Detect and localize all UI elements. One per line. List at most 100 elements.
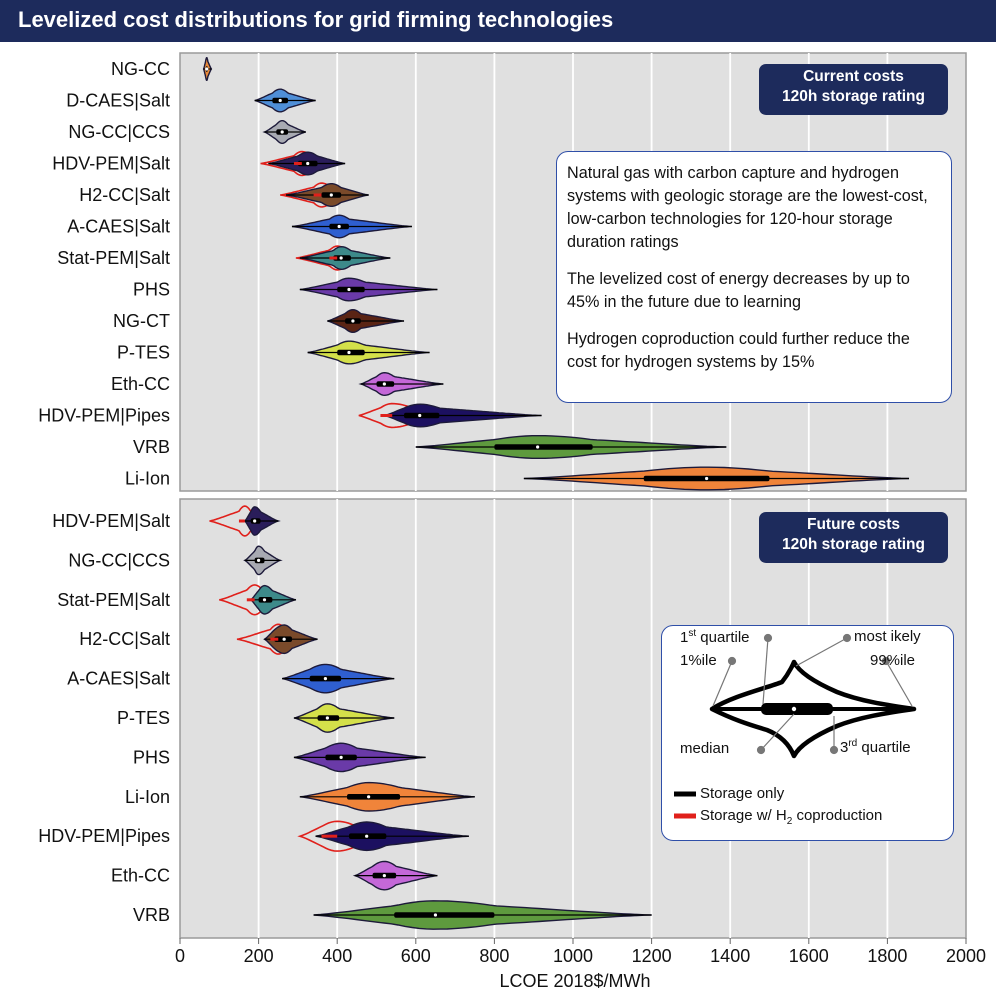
future-costs-line2: 120h storage rating xyxy=(782,536,925,553)
legend-storage-h2-label: Storage w/ H2 coproduction xyxy=(700,807,883,827)
x-tick-label: 1600 xyxy=(789,946,829,966)
current-li-ion-label: Li-Ion xyxy=(125,469,170,489)
future-p-tes-label: P-TES xyxy=(117,708,170,728)
legend-schematic xyxy=(674,633,917,819)
future-stat-pem-salt-h2-iqr xyxy=(246,598,255,602)
x-tick-label: 0 xyxy=(175,946,185,966)
current-eth-cc-label: Eth-CC xyxy=(111,374,170,394)
future-hdv-pem-salt-label: HDV-PEM|Salt xyxy=(52,511,170,531)
x-axis-label: LCOE 2018$/MWh xyxy=(499,971,650,991)
future-a-caes-salt-median xyxy=(323,677,328,681)
legend-box: 1st quartile most ikely 1%ile 99%ile med… xyxy=(661,625,954,841)
legend-q3-label: 3rd quartile xyxy=(840,738,911,756)
current-h2-cc-salt-median xyxy=(329,193,333,197)
current-phs-label: PHS xyxy=(133,280,170,300)
current-hdv-pem-pipes-label: HDV-PEM|Pipes xyxy=(38,406,170,426)
current-hdv-pem-pipes-h2-iqr xyxy=(380,414,393,417)
future-hdv-pem-pipes-h2-iqr xyxy=(321,834,338,838)
future-li-ion-label: Li-Ion xyxy=(125,787,170,807)
current-phs-median xyxy=(347,287,351,292)
current-p-tes-median xyxy=(347,350,351,355)
future-eth-cc-median xyxy=(382,874,386,878)
legend-1pct-label: 1%ile xyxy=(680,652,717,669)
future-stat-pem-salt-median xyxy=(262,598,267,602)
future-h2-cc-salt-h2-iqr xyxy=(270,637,279,641)
future-li-ion-iqr xyxy=(347,794,401,800)
x-tick-label: 1000 xyxy=(553,946,593,966)
future-eth-cc-label: Eth-CC xyxy=(111,866,170,886)
current-hdv-pem-salt-label: HDV-PEM|Salt xyxy=(52,154,170,174)
legend-q1-label: 1st quartile xyxy=(680,628,750,646)
x-tick-label: 200 xyxy=(244,946,274,966)
future-li-ion-median xyxy=(367,795,371,799)
x-tick-label: 800 xyxy=(479,946,509,966)
current-ng-ct-label: NG-CT xyxy=(113,311,170,331)
current-stat-pem-salt-median xyxy=(339,256,343,260)
future-hdv-pem-salt-h2-iqr xyxy=(238,519,245,523)
x-tick-label: 2000 xyxy=(946,946,986,966)
current-stat-pem-salt-h2-iqr xyxy=(329,256,338,260)
future-phs-median xyxy=(339,755,343,760)
future-stat-pem-salt-label: Stat-PEM|Salt xyxy=(57,590,170,610)
future-ng-cc-ccs-median xyxy=(257,558,261,563)
current-a-caes-salt-label: A-CAES|Salt xyxy=(67,217,170,237)
current-li-ion-median xyxy=(705,476,709,481)
x-tick-label: 600 xyxy=(401,946,431,966)
current-ng-cc-ccs-label: NG-CC|CCS xyxy=(68,122,170,142)
current-hdv-pem-salt-h2-iqr xyxy=(293,162,302,165)
current-p-tes-label: P-TES xyxy=(117,343,170,363)
current-ng-ct-median xyxy=(351,319,355,323)
current-a-caes-salt-median xyxy=(337,224,341,229)
future-vrb-label: VRB xyxy=(133,905,170,925)
future-p-tes-median xyxy=(325,716,329,720)
legend-storage-only-label: Storage only xyxy=(700,785,785,802)
future-a-caes-salt-label: A-CAES|Salt xyxy=(67,669,170,689)
current-costs-line1: Current costs xyxy=(803,68,904,85)
annotation-box: Natural gas with carbon capture and hydr… xyxy=(556,151,952,403)
future-costs-box: Future costs 120h storage rating xyxy=(759,512,948,563)
annotation-p2: The levelized cost of energy decreases b… xyxy=(567,270,910,311)
legend-median-dot xyxy=(791,706,797,712)
current-vrb-median xyxy=(536,445,540,449)
current-h2-cc-salt-h2-iqr xyxy=(313,193,322,197)
legend-median-label: median xyxy=(680,740,730,757)
future-hdv-pem-salt-median xyxy=(253,519,257,523)
future-hdv-pem-pipes-median xyxy=(365,834,369,838)
current-hdv-pem-salt-median xyxy=(306,161,310,166)
current-hdv-pem-pipes-median xyxy=(418,413,422,418)
current-phs-iqr xyxy=(337,286,365,293)
current-vrb-label: VRB xyxy=(133,437,170,457)
current-stat-pem-salt-label: Stat-PEM|Salt xyxy=(57,248,170,268)
future-h2-cc-salt-median xyxy=(282,637,286,641)
current-eth-cc-median xyxy=(382,382,386,386)
annotation-p1: Natural gas with carbon capture and hydr… xyxy=(567,164,928,251)
future-phs-label: PHS xyxy=(133,747,170,767)
current-ng-cc-label: NG-CC xyxy=(111,59,170,79)
current-costs-line2: 120h storage rating xyxy=(782,88,925,105)
future-h2-cc-salt-label: H2-CC|Salt xyxy=(79,629,170,649)
current-d-caes-salt-median xyxy=(278,98,282,103)
x-tick-label: 1800 xyxy=(867,946,907,966)
current-ng-cc-ccs-median xyxy=(280,130,284,134)
legend-iqr-bar xyxy=(761,703,833,715)
x-tick-label: 1400 xyxy=(710,946,750,966)
title-bar: Levelized cost distributions for grid fi… xyxy=(0,0,996,42)
legend-most-likely-label: most ikely xyxy=(854,628,921,645)
future-vrb-median xyxy=(433,913,438,917)
current-hdv-pem-pipes-iqr xyxy=(404,412,440,419)
future-hdv-pem-pipes-label: HDV-PEM|Pipes xyxy=(38,826,170,846)
legend-99pct-label: 99%ile xyxy=(870,652,916,669)
current-costs-box: Current costs 120h storage rating xyxy=(759,64,948,115)
x-tick-label: 400 xyxy=(322,946,352,966)
future-ng-cc-ccs-label: NG-CC|CCS xyxy=(68,550,170,570)
current-d-caes-salt-label: D-CAES|Salt xyxy=(66,91,170,111)
chart-title: Levelized cost distributions for grid fi… xyxy=(18,7,614,32)
x-tick-label: 1200 xyxy=(632,946,672,966)
current-p-tes-iqr xyxy=(337,349,365,356)
current-vrb-iqr xyxy=(494,444,593,450)
current-ng-cc-median xyxy=(205,67,209,71)
annotation-p3: Hydrogen coproduction could further redu… xyxy=(567,330,910,371)
future-costs-line1: Future costs xyxy=(806,516,900,533)
future-vrb-iqr xyxy=(394,912,495,918)
